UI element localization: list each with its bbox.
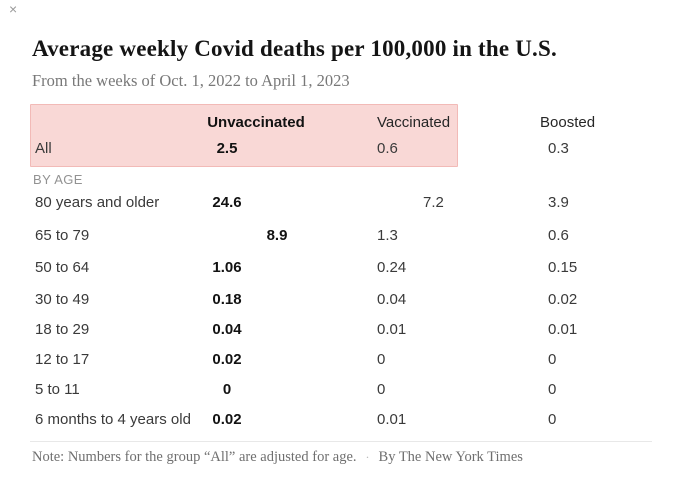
boosted-value: 0.15: [548, 259, 578, 276]
footer: Note: Numbers for the group “All” are ad…: [32, 449, 523, 466]
vaccinated-value: 0.04: [377, 291, 407, 308]
column-header-vaccinated: Vaccinated: [377, 114, 451, 131]
boosted-value: 0.02: [548, 291, 578, 308]
table-row: 12 to 17 0.02 0 0: [0, 350, 674, 370]
vaccinated-value: 0.24: [377, 259, 407, 276]
table-row-all: All 2.5 0.6 0.3: [0, 139, 674, 159]
column-header-row: Unvaccinated Vaccinated Boosted: [0, 113, 674, 133]
row-label: 6 months to 4 years old: [35, 411, 191, 428]
table-row: 6 months to 4 years old 0.02 0.01 0: [0, 410, 674, 430]
row-label: 80 years and older: [35, 194, 160, 211]
row-label: 18 to 29: [35, 321, 90, 338]
unvaccinated-value: 0.02: [212, 411, 242, 428]
unvaccinated-value: 0.18: [212, 291, 242, 308]
boosted-value: 0.6: [548, 227, 569, 244]
vaccinated-value: 1.3: [377, 227, 398, 244]
row-label: 5 to 11: [35, 381, 80, 398]
unvaccinated-value: 1.06: [212, 259, 242, 276]
table-row: 18 to 29 0.04 0.01 0.01: [0, 320, 674, 340]
boosted-value: 0.3: [548, 140, 569, 157]
unvaccinated-value: 0: [222, 381, 232, 398]
page-title: Average weekly Covid deaths per 100,000 …: [32, 36, 557, 61]
footer-divider: [30, 441, 652, 442]
vaccinated-value: 0: [377, 381, 386, 398]
table-row: 65 to 79 8.9 1.3 0.6: [0, 226, 674, 246]
unvaccinated-value: 0.02: [212, 351, 242, 368]
boosted-value: 0.01: [548, 321, 578, 338]
column-header-boosted: Boosted: [540, 114, 596, 131]
vaccinated-value: 0: [377, 351, 386, 368]
boosted-value: 0: [548, 411, 557, 428]
unvaccinated-value: 2.5: [216, 140, 238, 157]
vaccinated-value: 7.2: [423, 194, 444, 211]
table-row: 80 years and older 24.6 7.2 3.9: [0, 193, 674, 213]
close-icon[interactable]: ×: [9, 1, 18, 17]
row-label: 50 to 64: [35, 259, 90, 276]
byline: By The New York Times: [378, 449, 523, 465]
boosted-value: 0: [548, 381, 557, 398]
unvaccinated-value: 0.04: [212, 321, 242, 338]
column-header-unvaccinated: Unvaccinated: [207, 114, 305, 131]
row-label: 65 to 79: [35, 227, 90, 244]
dot-separator-icon: ·: [365, 450, 370, 464]
boosted-value: 0: [548, 351, 557, 368]
footer-note: Note: Numbers for the group “All” are ad…: [32, 449, 357, 465]
unvaccinated-value: 24.6: [212, 194, 242, 211]
table-row: 50 to 64 1.06 0.24 0.15: [0, 258, 674, 278]
section-label-by-age: BY AGE: [33, 172, 83, 187]
table-row: 30 to 49 0.18 0.04 0.02: [0, 290, 674, 310]
row-label: 30 to 49: [35, 291, 90, 308]
boosted-value: 3.9: [548, 194, 569, 211]
unvaccinated-value: 8.9: [266, 227, 288, 244]
vaccinated-value: 0.01: [377, 321, 407, 338]
table-row: 5 to 11 0 0 0: [0, 380, 674, 400]
row-label: 12 to 17: [35, 351, 90, 368]
row-label: All: [35, 140, 52, 157]
page-subtitle: From the weeks of Oct. 1, 2022 to April …: [32, 71, 350, 90]
all-row-highlight: [30, 104, 458, 167]
vaccinated-value: 0.6: [377, 140, 398, 157]
vaccinated-value: 0.01: [377, 411, 407, 428]
